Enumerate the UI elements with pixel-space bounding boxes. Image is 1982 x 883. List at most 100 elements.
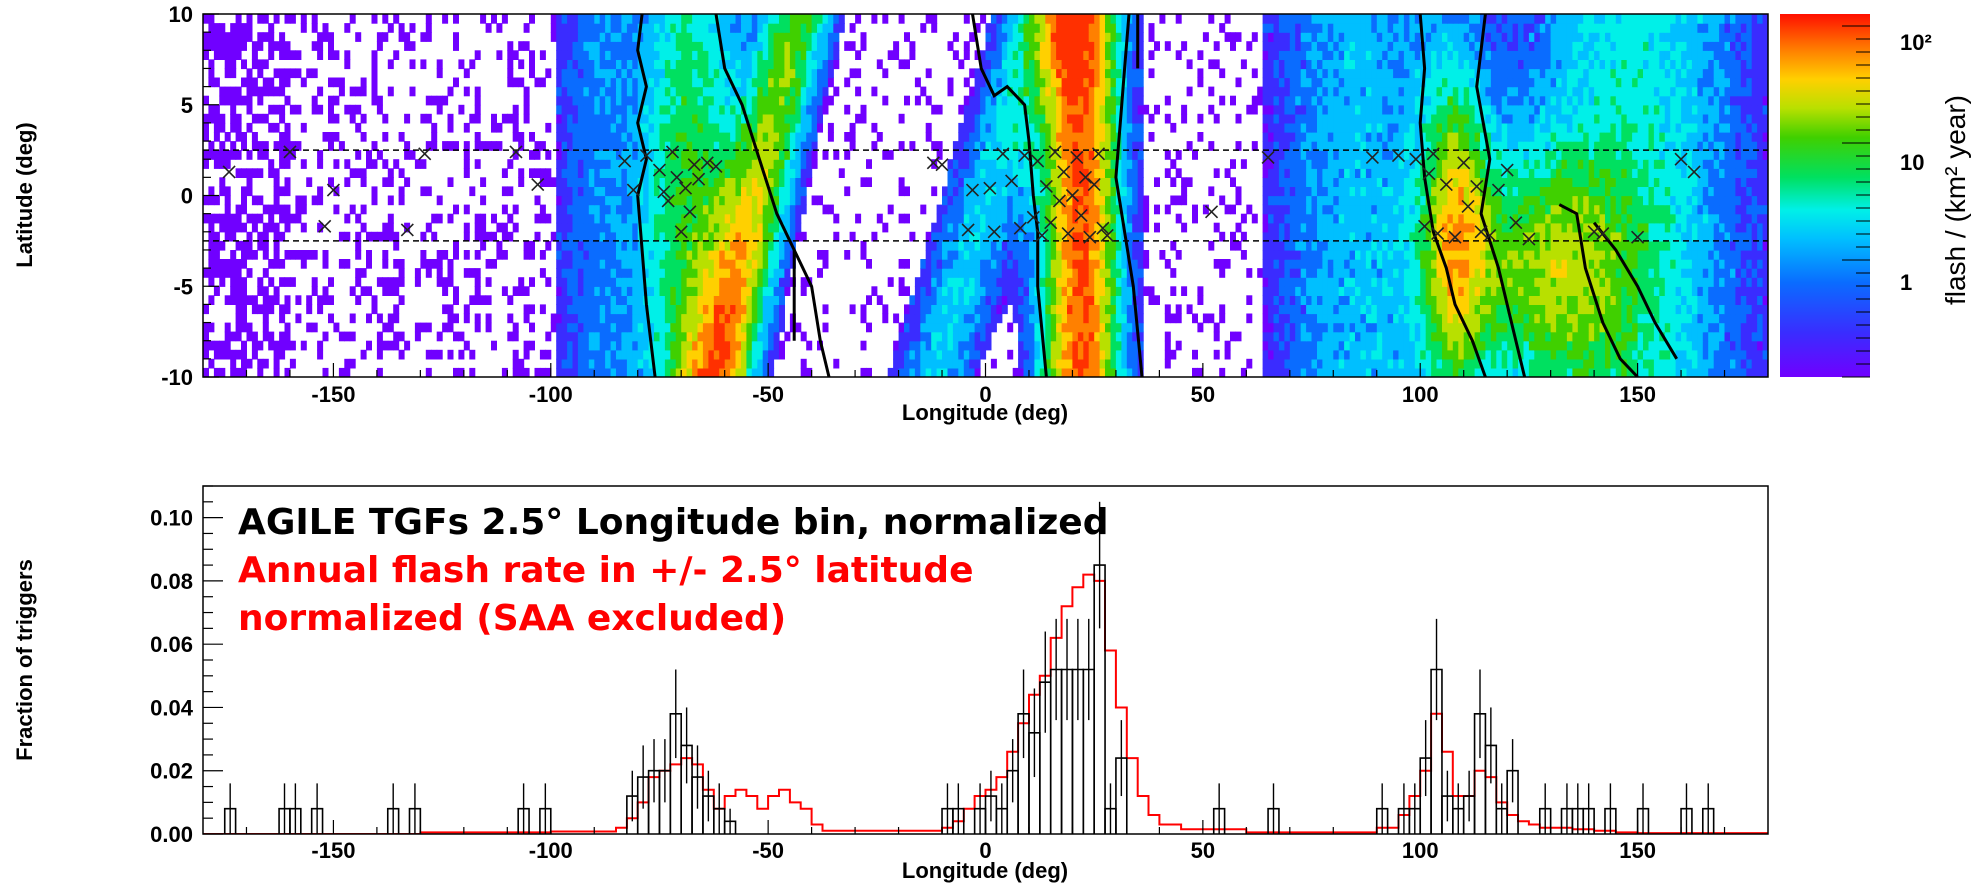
heatmap-cell	[366, 231, 372, 242]
heatmap-cell	[985, 222, 992, 233]
heatmap-cell	[1327, 322, 1334, 333]
heatmap-cell	[1001, 168, 1008, 178]
heatmap-cell	[952, 331, 959, 342]
heatmap-cell	[463, 159, 470, 169]
heatmap-cell	[876, 213, 883, 224]
heatmap-cell	[936, 204, 943, 215]
heatmap-cell	[300, 259, 307, 269]
heatmap-cell	[735, 349, 742, 360]
heatmap-cell	[958, 313, 965, 324]
heatmap-cell	[947, 259, 954, 269]
heatmap-cell	[1018, 204, 1025, 215]
heatmap-cell	[1572, 186, 1579, 197]
heatmap-cell	[453, 204, 459, 215]
heatmap-cell	[1083, 331, 1090, 342]
heatmap-cell	[1621, 277, 1628, 287]
heatmap-cell	[1387, 349, 1394, 360]
heatmap-cell	[567, 322, 574, 333]
heatmap-cell	[702, 231, 709, 242]
heatmap-cell	[1594, 331, 1601, 342]
heatmap-cell	[1061, 250, 1068, 260]
heatmap-cell	[626, 277, 633, 287]
heatmap-cell	[1605, 213, 1611, 224]
heatmap-cell	[371, 186, 378, 197]
heatmap-cell	[1490, 222, 1497, 233]
heatmap-cell	[1534, 259, 1541, 269]
heatmap-cell	[463, 222, 470, 233]
heatmap-cell	[1740, 277, 1747, 287]
heatmap-cell	[1268, 259, 1275, 269]
heatmap-cell	[1762, 304, 1768, 315]
heatmap-cell	[1643, 322, 1649, 333]
heatmap-cell	[1697, 159, 1704, 169]
heatmap-cell	[1512, 240, 1519, 251]
heatmap-cell	[659, 177, 666, 187]
heatmap-cell	[920, 358, 927, 369]
heatmap-cell	[963, 340, 970, 351]
heatmap-cell	[572, 331, 579, 342]
heatmap-cell	[213, 340, 220, 351]
heatmap-cell	[1306, 322, 1313, 333]
heatmap-cell	[588, 213, 595, 224]
heatmap-cell	[295, 295, 302, 305]
heatmap-cell	[469, 268, 476, 278]
heatmap-cell	[1398, 168, 1405, 178]
heatmap-cell	[1365, 286, 1372, 296]
heatmap-cell	[322, 367, 329, 377]
heatmap-cell	[1675, 177, 1682, 187]
heatmap-cell	[1735, 277, 1742, 287]
heatmap-cell	[936, 259, 943, 269]
heatmap-cell	[1012, 195, 1019, 206]
heatmap-cell	[241, 313, 247, 324]
heatmap-cell	[1599, 367, 1606, 377]
heatmap-cell	[1219, 195, 1226, 206]
heatmap-cell	[1534, 358, 1541, 369]
heatmap-cell	[904, 322, 910, 333]
heatmap-cell	[219, 349, 226, 360]
heatmap-cell	[1708, 177, 1715, 187]
heatmap-cell	[686, 277, 693, 287]
heatmap-cell	[697, 150, 704, 160]
heatmap-cell	[1539, 367, 1546, 377]
heatmap-cell	[1088, 322, 1095, 333]
heatmap-cell	[1121, 304, 1128, 315]
heatmap-cell	[1708, 168, 1715, 178]
heatmap-cell	[1393, 240, 1400, 251]
heatmap-cell	[1067, 213, 1073, 224]
heatmap-cell	[621, 313, 628, 324]
heatmap-cell	[616, 331, 622, 342]
heatmap-cell	[963, 322, 970, 333]
heatmap-cell	[1012, 259, 1019, 269]
heatmap-cell	[1621, 213, 1628, 224]
heatmap-cell	[1697, 313, 1704, 324]
heatmap-cell	[480, 213, 487, 224]
heatmap-cell	[990, 304, 997, 315]
heatmap-cell	[599, 195, 606, 206]
heatmap-cell	[730, 286, 737, 296]
heatmap-cell	[224, 186, 231, 197]
heatmap-cell	[1675, 213, 1682, 224]
heatmap-cell	[947, 331, 954, 342]
heatmap-cell	[1626, 367, 1633, 377]
heatmap-cell	[985, 168, 992, 178]
heatmap-cell	[1382, 295, 1389, 305]
heatmap-cell	[496, 240, 503, 251]
heatmap-cell	[588, 340, 595, 351]
heatmap-cell	[224, 349, 231, 360]
heatmap-cell	[1653, 222, 1660, 233]
heatmap-cell	[1387, 304, 1394, 315]
heatmap-cell	[643, 177, 650, 187]
heatmap-cell	[523, 304, 530, 315]
heatmap-cell	[664, 159, 671, 169]
heatmap-cell	[1360, 313, 1367, 324]
heatmap-cell	[572, 340, 579, 351]
heatmap-cell	[632, 331, 639, 342]
heatmap-cell	[1474, 340, 1481, 351]
heatmap-cell	[1355, 313, 1361, 324]
heatmap-cell	[1719, 304, 1726, 315]
heatmap-cell	[1648, 259, 1655, 269]
heatmap-cell	[1262, 240, 1269, 251]
heatmap-cell	[702, 313, 709, 324]
heatmap-cell	[556, 295, 563, 305]
heatmap-cell	[702, 195, 709, 206]
